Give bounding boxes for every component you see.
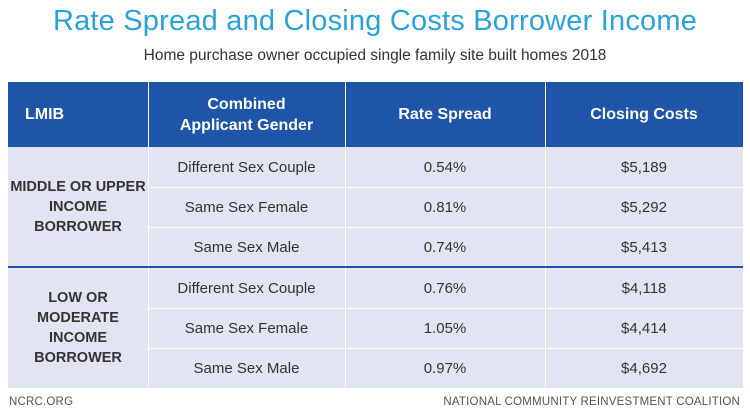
column-divider xyxy=(545,147,546,267)
header-gender-label: Combined Applicant Gender xyxy=(179,95,314,134)
row-divider xyxy=(148,308,743,309)
row-divider xyxy=(148,187,743,188)
cell-gender: Same Sex Male xyxy=(193,238,300,256)
header-lmib: LMIB xyxy=(25,106,65,123)
header-divider xyxy=(545,82,546,147)
column-divider xyxy=(148,147,149,267)
cell-gender: Same Sex Female xyxy=(184,319,309,337)
column-divider xyxy=(345,268,346,388)
footer-organization: NATIONAL COMMUNITY REINVESTMENT COALITIO… xyxy=(443,396,740,408)
cell-closing-costs: $4,414 xyxy=(621,319,667,337)
page-subtitle: Home purchase owner occupied single fami… xyxy=(143,47,607,64)
group-label: MIDDLE OR UPPER INCOME BORROWER xyxy=(10,179,146,235)
cell-rate-spread: 0.97% xyxy=(423,359,467,377)
row-divider xyxy=(148,348,743,349)
cell-closing-costs: $5,189 xyxy=(621,158,667,176)
cell-closing-costs: $4,118 xyxy=(621,279,667,297)
cell-rate-spread: 0.76% xyxy=(423,279,467,297)
column-divider xyxy=(148,268,149,388)
cell-gender: Different Sex Couple xyxy=(177,279,316,297)
column-divider xyxy=(545,268,546,388)
table-header: LMIB Combined Applicant Gender Rate Spre… xyxy=(8,82,743,147)
header-divider xyxy=(148,82,149,147)
table-row: Same Sex Female 1.05% $4,414 xyxy=(148,308,743,348)
cell-gender: Same Sex Female xyxy=(184,198,309,216)
cell-closing-costs: $5,413 xyxy=(621,238,667,256)
table-row: Different Sex Couple 0.54% $5,189 xyxy=(148,147,743,187)
table-row: Same Sex Male 0.97% $4,692 xyxy=(148,348,743,388)
cell-rate-spread: 0.74% xyxy=(423,238,467,256)
header-rate-spread: Rate Spread xyxy=(398,106,492,123)
group-divider xyxy=(8,266,743,268)
header-closing-costs: Closing Costs xyxy=(590,106,698,123)
row-divider xyxy=(148,227,743,228)
page-title: Rate Spread and Closing Costs Borrower I… xyxy=(52,5,698,37)
data-table: LMIB Combined Applicant Gender Rate Spre… xyxy=(8,82,743,388)
cell-rate-spread: 1.05% xyxy=(423,319,467,337)
header-divider xyxy=(345,82,346,147)
cell-rate-spread: 0.81% xyxy=(423,198,467,216)
row-group-middle-upper: MIDDLE OR UPPER INCOME BORROWER Differen… xyxy=(8,147,743,267)
cell-gender: Different Sex Couple xyxy=(177,158,316,176)
cell-rate-spread: 0.54% xyxy=(423,158,467,176)
row-group-low-moderate: LOW OR MODERATE INCOME BORROWER Differen… xyxy=(8,268,743,388)
group-label: LOW OR MODERATE INCOME BORROWER xyxy=(34,290,122,366)
table-row: Same Sex Male 0.74% $5,413 xyxy=(148,227,743,267)
table-row: Same Sex Female 0.81% $5,292 xyxy=(148,187,743,227)
cell-closing-costs: $4,692 xyxy=(621,359,667,377)
header-gender: Combined Applicant Gender xyxy=(148,82,345,147)
table-row: Different Sex Couple 0.76% $4,118 xyxy=(148,268,743,308)
cell-gender: Same Sex Male xyxy=(193,359,300,377)
column-divider xyxy=(345,147,346,267)
footer-site-link: NCRC.ORG xyxy=(9,396,74,408)
cell-closing-costs: $5,292 xyxy=(621,198,667,216)
